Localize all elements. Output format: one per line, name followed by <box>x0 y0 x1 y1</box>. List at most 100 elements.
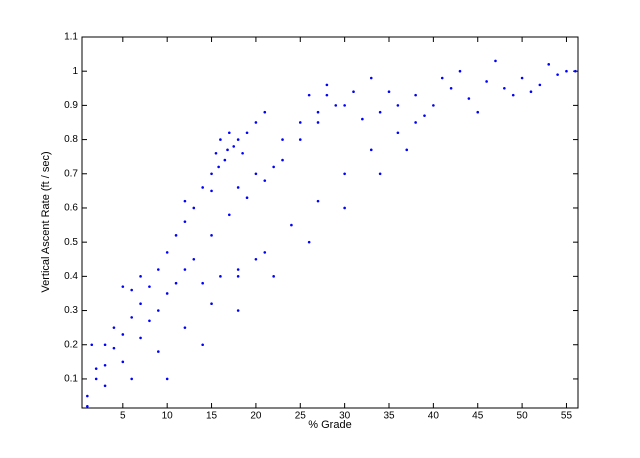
y-tick-label: 0.2 <box>64 339 78 350</box>
point <box>201 343 204 347</box>
point <box>449 86 453 90</box>
point <box>440 76 444 80</box>
point <box>343 172 346 176</box>
point <box>414 121 417 124</box>
point <box>236 186 240 189</box>
point <box>405 148 409 152</box>
point <box>227 213 231 217</box>
point <box>378 172 382 176</box>
y-tick-label: 0.8 <box>64 134 78 145</box>
y-tick-label: 0.9 <box>64 100 78 111</box>
point <box>112 346 116 350</box>
x-tick-label: 25 <box>295 411 307 422</box>
point <box>139 336 142 340</box>
point <box>387 90 391 94</box>
point <box>352 90 355 94</box>
x-tick-label: 35 <box>383 411 395 422</box>
point <box>210 234 213 237</box>
point <box>378 110 382 114</box>
point <box>148 285 151 288</box>
point <box>538 83 542 87</box>
point <box>254 172 258 176</box>
x-tick-label: 10 <box>162 411 174 422</box>
point <box>307 93 311 97</box>
point <box>396 104 400 107</box>
point <box>192 257 196 261</box>
point <box>307 240 311 244</box>
point <box>86 394 89 398</box>
point <box>245 196 249 200</box>
point <box>298 121 302 124</box>
y-tick-label: 1.1 <box>64 32 78 43</box>
point <box>121 360 125 364</box>
point <box>334 104 338 107</box>
point <box>298 138 302 141</box>
point <box>139 302 142 306</box>
point <box>157 350 160 353</box>
y-tick-label: 0.3 <box>64 305 78 316</box>
y-tick-label: 0.6 <box>64 203 78 214</box>
x-tick-label: 5 <box>120 411 126 422</box>
point <box>236 275 240 278</box>
point <box>325 93 329 97</box>
point <box>130 316 133 319</box>
point <box>241 151 244 155</box>
x-tick-label: 20 <box>250 411 262 422</box>
point <box>183 220 187 223</box>
point <box>529 90 533 94</box>
point <box>432 104 435 107</box>
point <box>94 377 98 381</box>
point <box>165 292 169 295</box>
x-tick-label: 30 <box>339 411 351 422</box>
point <box>139 275 142 278</box>
point <box>414 93 417 97</box>
point <box>236 268 240 271</box>
point <box>223 158 227 162</box>
point <box>369 76 373 80</box>
point <box>263 179 267 182</box>
point <box>290 223 293 227</box>
point <box>227 131 231 135</box>
point <box>219 275 222 278</box>
x-axis-label: % Grade <box>308 419 351 431</box>
point <box>236 309 240 312</box>
point <box>219 138 222 141</box>
point <box>174 281 178 285</box>
point <box>192 206 196 210</box>
point <box>361 117 364 121</box>
point <box>281 158 284 162</box>
point <box>201 186 204 189</box>
point <box>476 110 480 114</box>
point <box>236 138 240 141</box>
point <box>130 288 133 292</box>
point <box>556 73 559 76</box>
x-tick-label: 55 <box>561 411 573 422</box>
x-tick-label: 15 <box>206 411 218 422</box>
point <box>343 206 346 210</box>
point <box>157 309 160 312</box>
point <box>245 131 249 135</box>
plot-frame <box>81 36 579 409</box>
point <box>467 97 471 100</box>
point <box>325 83 329 87</box>
y-tick-label: 0.5 <box>64 237 78 248</box>
point <box>503 86 506 90</box>
point <box>174 234 178 237</box>
point <box>210 302 213 306</box>
point <box>226 148 229 152</box>
y-tick-label: 0.4 <box>64 271 78 282</box>
point <box>272 165 275 169</box>
point <box>343 104 346 107</box>
point <box>148 319 151 323</box>
point <box>574 69 577 73</box>
x-tick-label: 50 <box>517 411 529 422</box>
point <box>254 257 258 261</box>
point <box>103 343 107 347</box>
x-tick-label: 45 <box>472 411 484 422</box>
point <box>183 268 187 271</box>
point <box>458 69 462 73</box>
point <box>423 114 426 117</box>
point <box>547 63 551 66</box>
point <box>263 110 267 114</box>
